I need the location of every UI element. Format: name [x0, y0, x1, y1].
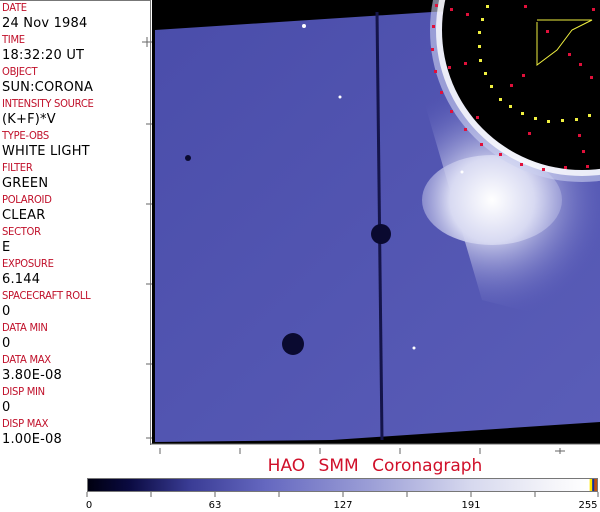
grid-dot [542, 168, 545, 171]
field-label: DISP MIN [2, 386, 45, 399]
occulter-disk [442, 0, 600, 170]
grid-dot [582, 150, 585, 153]
colorbar-tick-label: 63 [208, 500, 222, 511]
grid-dot [440, 91, 443, 94]
grid-dot [486, 5, 489, 8]
field-value: CLEAR [2, 208, 46, 223]
field-value: 3.80E-08 [2, 368, 62, 383]
grid-dot [464, 62, 467, 65]
grid-dot [434, 70, 437, 73]
grid-dot [588, 114, 591, 117]
grid-dot [561, 119, 564, 122]
field-value: 1.00E-08 [2, 432, 62, 447]
grid-dot [579, 63, 582, 66]
grid-dot [546, 30, 549, 33]
grid-dot [464, 128, 467, 131]
grid-dot [528, 132, 531, 135]
grid-dot [592, 8, 595, 11]
field-label: DATE [2, 2, 27, 15]
field-value: 6.144 [2, 272, 41, 287]
grid-dot [499, 98, 502, 101]
grid-dot [568, 53, 571, 56]
colorbar-tick-label: 127 [333, 500, 353, 511]
grid-dot [431, 48, 434, 51]
field-label: TIME [2, 34, 25, 47]
grid-dot [466, 13, 469, 16]
coronagraph-image [152, 0, 600, 444]
grid-dot [522, 74, 525, 77]
coordinate-grid-overlay [431, 4, 595, 171]
colorbar [87, 478, 598, 492]
grid-dot [450, 8, 453, 11]
colorbar-tick-label: 191 [461, 500, 481, 511]
grid-dot [435, 4, 438, 7]
field-value: 0 [2, 336, 11, 351]
grid-dot [490, 85, 493, 88]
field-label: TYPE-OBS [2, 130, 49, 143]
grid-dot [450, 110, 453, 113]
field-label: POLAROID [2, 194, 52, 207]
orientation-marker [536, 19, 593, 66]
field-value: WHITE LIGHT [2, 144, 90, 159]
field-label: DISP MAX [2, 418, 49, 431]
field-value: 24 Nov 1984 [2, 16, 88, 31]
grid-dot [478, 31, 481, 34]
grid-dot [480, 143, 483, 146]
header-info-panel [0, 0, 151, 445]
field-value: 0 [2, 304, 11, 319]
field-label: OBJECT [2, 66, 38, 79]
grid-dot [586, 165, 589, 168]
field-label: DATA MAX [2, 354, 51, 367]
grid-dot [590, 76, 593, 79]
field-value: 0 [2, 400, 11, 415]
grid-dot [479, 59, 482, 62]
colorbar-tick-label: 255 [578, 500, 598, 511]
instrument-title: HAO SMM Coronagraph [267, 456, 483, 476]
grid-dot [484, 72, 487, 75]
grid-dot [534, 117, 537, 120]
field-value: SUN:CORONA [2, 80, 94, 95]
field-label: DATA MIN [2, 322, 48, 335]
field-label: INTENSITY SOURCE [2, 98, 94, 111]
grid-dot [510, 84, 513, 87]
grid-dot [499, 153, 502, 156]
field-value: E [2, 240, 11, 255]
grid-dot [432, 25, 435, 28]
field-label: EXPOSURE [2, 258, 54, 271]
grid-dot [547, 120, 550, 123]
grid-dot [578, 134, 581, 137]
grid-dot [448, 66, 451, 69]
field-value: 18:32:20 UT [2, 48, 85, 63]
colorbar-tick-label: 0 [85, 500, 93, 511]
grid-dot [520, 163, 523, 166]
field-label: FILTER [2, 162, 33, 175]
field-label: SPACECRAFT ROLL [2, 290, 91, 303]
grid-dot [476, 116, 479, 119]
field-value: (K+F)*V [2, 112, 56, 127]
grid-dot [481, 18, 484, 21]
grid-dot [521, 112, 524, 115]
grid-dot [575, 118, 578, 121]
grid-dot [509, 105, 512, 108]
grid-dot [478, 45, 481, 48]
grid-dot [564, 166, 567, 169]
field-label: SECTOR [2, 226, 41, 239]
grid-dot [524, 5, 527, 8]
field-value: GREEN [2, 176, 49, 191]
